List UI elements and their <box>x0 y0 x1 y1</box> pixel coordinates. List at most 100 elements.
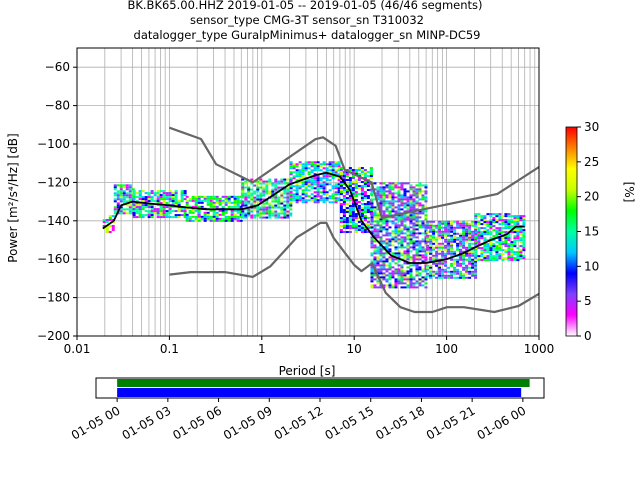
heat-cell <box>379 190 383 193</box>
heat-cell <box>256 188 260 191</box>
heat-cell <box>406 254 410 257</box>
heat-cell <box>438 246 442 249</box>
heat-cell <box>426 274 430 277</box>
heat-cell <box>360 167 364 170</box>
heat-cell <box>295 191 299 194</box>
heat-cell <box>212 201 216 204</box>
heat-cell <box>322 191 326 194</box>
heat-cell <box>391 184 395 187</box>
heat-cell <box>397 216 401 219</box>
heat-cell <box>113 194 117 197</box>
heat-cell <box>424 218 428 221</box>
heat-cell <box>319 197 323 200</box>
heat-cell <box>268 214 272 217</box>
heat-cell <box>489 215 493 218</box>
heat-cell <box>233 217 237 220</box>
heat-cell <box>247 188 251 191</box>
heat-cell <box>444 264 448 267</box>
heat-cell <box>244 212 248 215</box>
heat-cell <box>415 256 419 259</box>
heat-cell <box>360 173 364 176</box>
heat-cell <box>483 239 487 242</box>
heat-cell <box>369 175 373 178</box>
heat-cell <box>236 197 240 200</box>
heat-cell <box>373 272 377 275</box>
heat-cell <box>370 212 374 215</box>
heat-cell <box>412 240 416 243</box>
heat-cell <box>388 210 392 213</box>
heat-cell <box>385 284 389 287</box>
heat-cell <box>360 225 364 228</box>
heat-cell <box>403 226 407 229</box>
heat-cell <box>218 217 222 220</box>
heat-cell <box>450 220 454 223</box>
heat-cell <box>409 258 413 261</box>
heat-cell <box>507 247 511 250</box>
heat-cell <box>412 242 416 245</box>
heat-cell <box>162 210 166 213</box>
heat-cell <box>310 193 314 196</box>
heat-cell <box>138 192 142 195</box>
heat-cell <box>369 177 373 180</box>
heat-cell <box>394 284 398 287</box>
plot-area: 0.01 0.1 1 10 100 1000−200−180−160−140−120−10… <box>37 47 554 356</box>
heat-cell <box>301 169 305 172</box>
heat-cell <box>382 198 386 201</box>
heat-cell <box>191 199 195 202</box>
heat-cell <box>391 202 395 205</box>
heat-cell <box>259 198 263 201</box>
heat-cell <box>337 193 341 196</box>
heat-cell <box>191 219 195 222</box>
heat-cell <box>348 197 352 200</box>
heat-cell <box>382 194 386 197</box>
heat-cell <box>382 248 386 251</box>
heat-cell <box>421 260 425 263</box>
heat-cell <box>334 171 338 174</box>
heat-cell <box>363 171 367 174</box>
heat-cell <box>286 188 290 191</box>
heat-cell <box>227 215 231 218</box>
heat-cell <box>418 186 422 189</box>
heat-cell <box>295 185 299 188</box>
heat-cell <box>501 243 505 246</box>
heat-cell <box>385 186 389 189</box>
heat-cell <box>492 259 496 262</box>
heat-cell <box>450 226 454 229</box>
heat-cell <box>345 197 349 200</box>
heat-cell <box>348 177 352 180</box>
heat-cell <box>379 254 383 257</box>
heat-cell <box>513 221 517 224</box>
heat-cell <box>391 270 395 273</box>
heat-cell <box>295 193 299 196</box>
heat-cell <box>224 203 228 206</box>
heat-cell <box>354 179 358 182</box>
heat-cell <box>262 212 266 215</box>
heat-cell <box>409 236 413 239</box>
heat-cell <box>400 216 404 219</box>
heat-cell <box>397 282 401 285</box>
heat-cell <box>450 250 454 253</box>
heat-cell <box>256 210 260 213</box>
heat-cell <box>432 256 436 259</box>
heat-cell <box>471 260 475 263</box>
heat-cell <box>339 185 343 188</box>
heat-cell <box>250 198 254 201</box>
heat-cell <box>474 247 478 250</box>
heat-cell <box>339 225 343 228</box>
heat-cell <box>504 251 508 254</box>
heat-cell <box>289 202 293 205</box>
heat-cell <box>453 234 457 237</box>
heat-cell <box>489 255 493 258</box>
heat-cell <box>385 260 389 263</box>
heat-cell <box>348 227 352 230</box>
heat-cell <box>418 258 422 261</box>
heat-cell <box>212 197 216 200</box>
heat-cell <box>244 216 248 219</box>
heat-cell <box>319 163 323 166</box>
heat-cell <box>516 235 520 238</box>
heat-cell <box>429 272 433 275</box>
heat-cell <box>206 213 210 216</box>
timeline-tick-label: 01-05 18 <box>373 403 427 442</box>
heat-cell <box>462 236 466 239</box>
heat-cell <box>418 284 422 287</box>
